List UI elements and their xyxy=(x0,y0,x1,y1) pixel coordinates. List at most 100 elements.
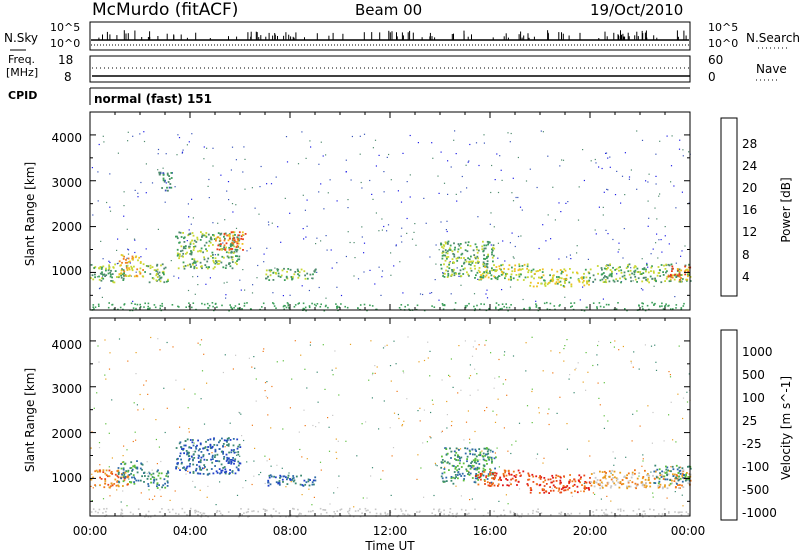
noise-cell xyxy=(126,228,128,230)
noise-cell xyxy=(102,135,104,137)
echo-cell xyxy=(240,235,243,238)
echo-cell xyxy=(568,487,571,489)
noise-cell xyxy=(642,460,644,462)
echo-cell xyxy=(283,279,286,281)
echo-cell xyxy=(631,473,634,476)
echo-cell xyxy=(122,279,125,281)
echo-cell xyxy=(689,479,692,482)
noise-cell xyxy=(255,378,257,380)
power-colorbar-tick-8: 8 xyxy=(742,248,750,262)
ground-scatter-cell xyxy=(312,510,314,512)
ground-scatter-cell xyxy=(340,303,342,305)
noise-cell xyxy=(417,454,419,456)
noise-cell xyxy=(175,379,177,381)
echo-cell xyxy=(98,267,100,269)
ground-scatter-cell xyxy=(137,508,140,510)
noise-cell xyxy=(158,446,160,448)
ground-scatter-cell xyxy=(653,304,655,306)
noise-cell xyxy=(406,232,408,234)
echo-cell xyxy=(192,263,194,266)
noise-cell xyxy=(681,250,683,252)
noise-cell xyxy=(361,226,363,228)
echo-cell xyxy=(305,481,308,484)
echo-cell xyxy=(600,267,603,269)
echo-cell xyxy=(122,258,125,260)
echo-cell xyxy=(449,249,452,251)
noise-cell xyxy=(438,249,440,251)
noise-cell xyxy=(498,376,500,378)
echo-cell xyxy=(167,181,170,183)
ground-scatter-cell xyxy=(272,302,274,304)
echo-cell xyxy=(454,246,456,249)
echo-cell xyxy=(457,477,459,480)
noise-cell xyxy=(475,348,477,350)
echo-cell xyxy=(233,241,236,243)
echo-cell xyxy=(287,476,289,479)
ground-scatter-cell xyxy=(181,507,184,510)
ground-scatter-cell xyxy=(300,513,302,515)
echo-cell xyxy=(596,265,599,267)
echo-cell xyxy=(225,251,228,254)
echo-cell xyxy=(493,275,495,278)
ground-scatter-cell xyxy=(653,509,655,511)
echo-cell xyxy=(441,455,443,458)
echo-cell xyxy=(488,241,491,244)
ground-scatter-cell xyxy=(521,513,523,515)
echo-cell xyxy=(676,268,679,270)
noise-cell xyxy=(576,252,578,254)
echo-cell xyxy=(286,483,289,485)
echo-cell xyxy=(500,273,503,276)
echo-cell xyxy=(484,483,486,485)
ground-scatter-cell xyxy=(661,513,664,515)
echo-cell xyxy=(523,263,526,266)
echo-cell xyxy=(444,254,447,257)
echo-cell xyxy=(669,479,671,481)
echo-cell xyxy=(188,247,191,249)
echo-cell xyxy=(120,269,123,272)
echo-cell xyxy=(110,485,112,488)
echo-cell xyxy=(195,241,198,243)
echo-cell xyxy=(462,273,465,275)
ground-scatter-cell xyxy=(359,508,361,510)
noise-cell xyxy=(599,404,601,406)
echo-cell xyxy=(192,470,195,473)
noise-cell xyxy=(271,222,273,224)
noise-cell xyxy=(336,457,338,460)
echo-cell xyxy=(223,246,225,249)
echo-cell xyxy=(583,474,586,477)
echo-cell xyxy=(635,487,637,490)
echo-cell xyxy=(603,267,606,270)
echo-cell xyxy=(560,284,562,286)
echo-cell xyxy=(94,470,97,473)
echo-cell xyxy=(664,478,667,481)
noise-cell xyxy=(319,461,322,463)
echo-cell xyxy=(232,234,235,237)
echo-cell xyxy=(304,277,307,280)
echo-cell xyxy=(567,488,569,491)
echo-cell xyxy=(306,277,309,280)
noise-cell xyxy=(521,209,523,211)
ground-scatter-cell xyxy=(185,306,187,308)
echo-cell xyxy=(484,447,487,450)
echo-cell xyxy=(232,444,235,447)
noise-cell xyxy=(598,397,600,399)
noise-cell xyxy=(426,441,428,443)
echo-cell xyxy=(564,269,567,272)
noise-cell xyxy=(474,430,476,433)
echo-cell xyxy=(478,278,481,281)
echo-cell xyxy=(100,478,103,480)
echo-cell xyxy=(482,263,485,266)
echo-cell xyxy=(687,275,689,278)
echo-cell xyxy=(211,456,214,458)
echo-cell xyxy=(124,274,127,277)
echo-cell xyxy=(104,478,107,480)
echo-cell xyxy=(234,234,236,236)
ground-scatter-cell xyxy=(443,513,445,515)
noise-cell xyxy=(469,499,471,501)
noise-cell xyxy=(145,380,147,382)
noise-cell xyxy=(148,471,150,473)
echo-cell xyxy=(184,265,187,267)
echo-cell xyxy=(669,280,672,282)
echo-cell xyxy=(671,270,673,272)
noise-cell xyxy=(460,191,462,193)
